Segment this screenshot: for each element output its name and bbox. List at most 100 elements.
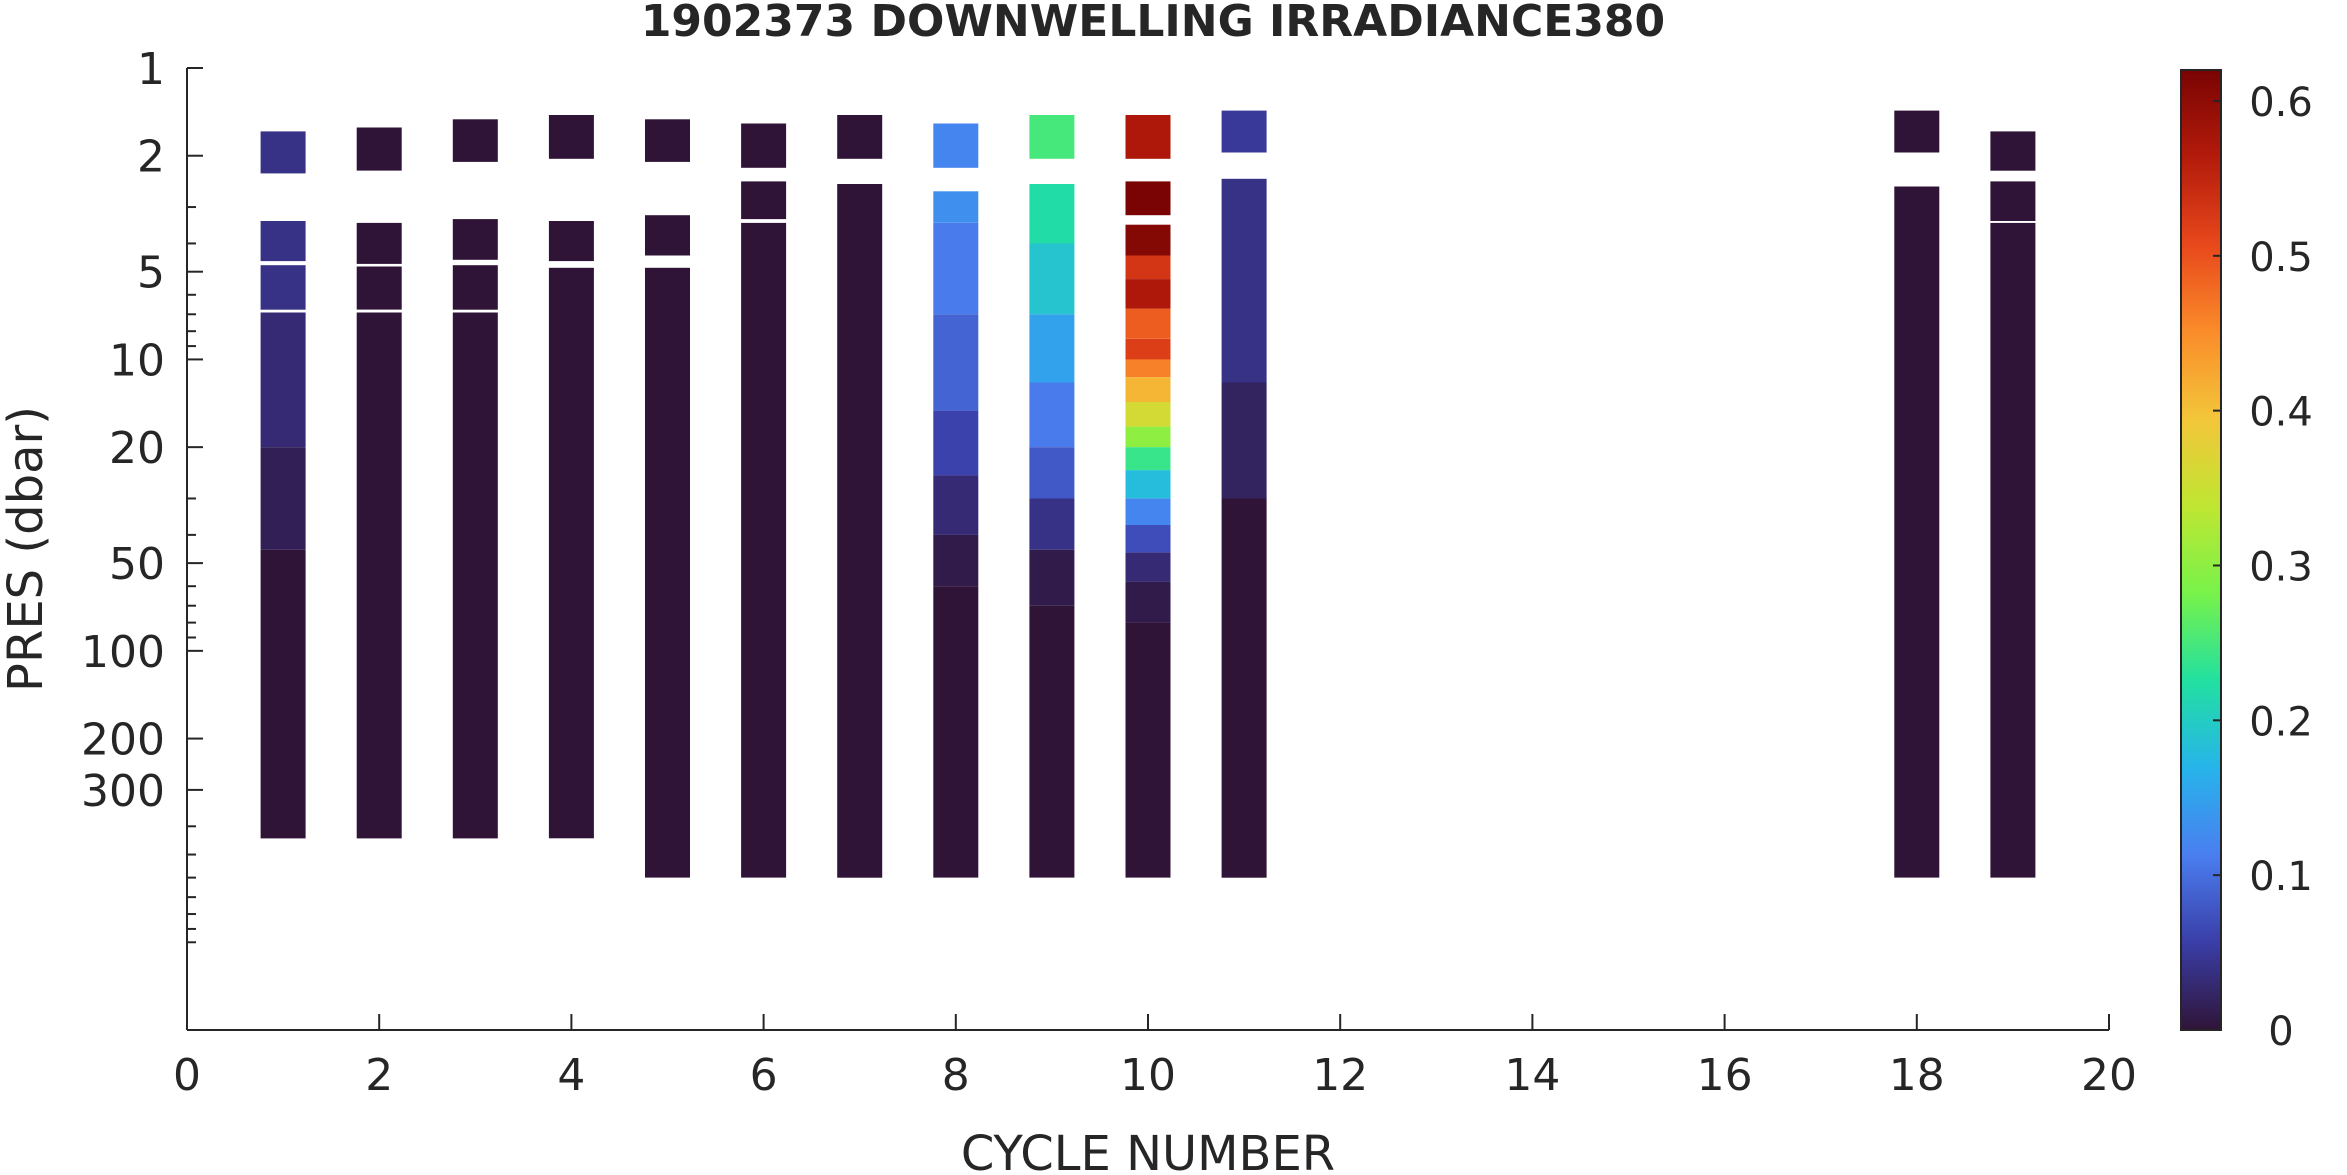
x-tick-label: 18: [1889, 1050, 1945, 1101]
colorbar-tick-label: 0.6: [2249, 80, 2313, 126]
heatmap-cell: [1894, 110, 1940, 153]
x-tick-label: 12: [1312, 1050, 1368, 1101]
heatmap-cell: [356, 312, 402, 839]
heatmap-cell: [452, 219, 498, 260]
heatmap-cell: [1125, 181, 1171, 216]
x-tick-label: 16: [1697, 1050, 1753, 1101]
profile-cycle-10: [1125, 115, 1171, 878]
heatmap-cells: [260, 110, 2036, 878]
heatmap-cell: [260, 447, 306, 550]
heatmap-cell: [260, 265, 306, 310]
heatmap-cell: [933, 123, 979, 168]
y-tick-label: 1: [137, 44, 165, 95]
heatmap-cell: [933, 314, 979, 411]
colorbar-tick-label: 0.4: [2249, 390, 2313, 436]
y-tick-label: 200: [81, 715, 165, 766]
heatmap-cell: [933, 586, 979, 878]
heatmap-cell: [933, 222, 979, 315]
x-tick-label: 8: [942, 1050, 970, 1101]
x-tick-label: 0: [173, 1050, 201, 1101]
heatmap-cell: [1029, 605, 1075, 878]
colorbar-tick-label: 0: [2268, 1009, 2293, 1055]
profile-cycle-19: [1990, 131, 2036, 878]
colorbar-ticks: 0 0.1 0.2 0.3 0.4 0.5 0.6: [2213, 80, 2313, 1055]
heatmap-cell: [1125, 338, 1171, 360]
heatmap-cell: [837, 115, 883, 159]
heatmap-cell: [1029, 549, 1075, 606]
heatmap-cell: [356, 127, 402, 171]
profile-cycle-7: [837, 115, 883, 878]
heatmap-cell: [1221, 243, 1267, 383]
profile-cycle-11: [1221, 110, 1267, 878]
heatmap-cell: [741, 123, 787, 168]
heatmap-cell: [260, 312, 306, 448]
heatmap-cell: [260, 221, 306, 262]
heatmap-cell: [1221, 178, 1267, 244]
profile-cycle-5: [645, 119, 690, 878]
x-tick-label: 14: [1504, 1050, 1560, 1101]
colorbar-tick-label: 0.2: [2249, 699, 2313, 745]
heatmap-cell: [548, 115, 594, 159]
heatmap-cell: [1125, 552, 1171, 582]
heatmap-cell: [1221, 498, 1267, 878]
heatmap-cell: [645, 267, 690, 878]
heatmap-cell: [933, 410, 979, 476]
heatmap-cell: [1894, 186, 1940, 878]
profile-cycle-8: [933, 123, 979, 878]
colorbar-tick-label: 0.3: [2249, 544, 2313, 590]
heatmap-cell: [356, 222, 402, 264]
heatmap-cell: [1125, 377, 1171, 402]
y-tick-label: 50: [109, 539, 165, 590]
y-tick-label: 100: [81, 627, 165, 678]
y-tick-label: 5: [137, 248, 165, 299]
x-tick-label: 10: [1120, 1050, 1176, 1101]
heatmap-cell: [837, 184, 883, 878]
x-tick-label: 4: [557, 1050, 585, 1101]
y-tick-label: 20: [109, 423, 165, 474]
heatmap-cell: [645, 119, 690, 162]
heatmap-cell: [1125, 581, 1171, 623]
heatmap-cell: [260, 549, 306, 839]
heatmap-cell: [1029, 447, 1075, 499]
colorbar: 0 0.1 0.2 0.3 0.4 0.5 0.6: [2180, 69, 2313, 1055]
heatmap-cell: [933, 191, 979, 223]
x-axis-label: CYCLE NUMBER: [961, 1126, 1335, 1175]
heatmap-cell: [1125, 359, 1171, 378]
y-axis-label: PRES (dbar): [0, 406, 54, 692]
profile-cycle-6: [741, 123, 787, 878]
heatmap-cell: [1125, 255, 1171, 280]
profile-cycle-3: [452, 119, 498, 839]
heatmap-cell: [452, 119, 498, 162]
heatmap-cell: [1125, 308, 1171, 339]
heatmap-cell: [1125, 470, 1171, 499]
heatmap-cell: [1125, 447, 1171, 471]
y-tick-label: 2: [137, 132, 165, 183]
heatmap-cell: [645, 215, 690, 256]
heatmap-cell: [1990, 181, 2036, 221]
heatmap-cell: [1029, 243, 1075, 315]
heatmap-cell: [1029, 115, 1075, 159]
heatmap-cell: [1029, 498, 1075, 550]
x-axis-ticks: 0 2 4 6 8 10 12 14 16 18 20: [173, 1014, 2137, 1101]
heatmap-cell: [1125, 402, 1171, 427]
colorbar-gradient: [2180, 69, 2222, 1031]
colorbar-tick-label: 0.5: [2249, 235, 2313, 281]
x-tick-label: 6: [750, 1050, 778, 1101]
heatmap-cell: [1029, 314, 1075, 383]
heatmap-cell: [741, 181, 787, 220]
heatmap-cell: [356, 266, 402, 310]
profile-cycle-18: [1894, 110, 1940, 878]
heatmap-cell: [452, 265, 498, 310]
y-tick-label: 10: [109, 335, 165, 386]
heatmap-cell: [1125, 498, 1171, 525]
heatmap-cell: [1125, 279, 1171, 309]
heatmap-cell: [741, 222, 787, 878]
heatmap-cell: [260, 131, 306, 174]
y-tick-label: 300: [81, 766, 165, 817]
profile-cycle-4: [548, 115, 594, 839]
colorbar-tick-label: 0.1: [2249, 854, 2313, 900]
heatmap-cell: [1125, 115, 1171, 159]
heatmap-cell: [1125, 426, 1171, 448]
